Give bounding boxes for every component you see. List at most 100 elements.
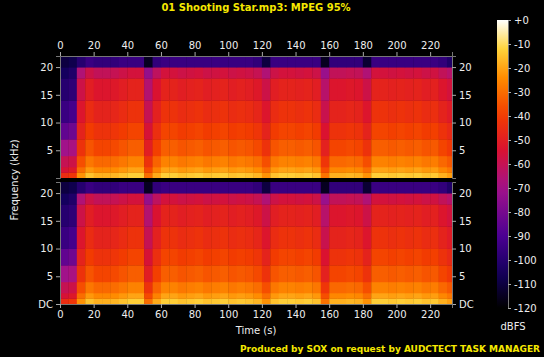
- heat-cell: [422, 139, 431, 156]
- heat-cell: [153, 56, 162, 67]
- y-axis-left: 5101520: [40, 57, 60, 179]
- y-axis-right-tick: 10: [452, 243, 472, 254]
- heat-cell: [447, 123, 452, 140]
- heat-cell: [270, 67, 279, 78]
- heat-cell: [102, 193, 111, 204]
- heat-cell: [161, 204, 170, 227]
- heat-cell: [220, 182, 229, 193]
- heat-cell: [77, 293, 86, 299]
- heat-cell: [296, 182, 305, 193]
- heat-cell: [363, 282, 372, 293]
- heat-cell: [287, 265, 296, 282]
- heat-cell: [388, 100, 397, 123]
- heat-cell: [296, 156, 305, 167]
- heat-cell: [245, 78, 254, 101]
- x-axis-bottom-tick: 180: [354, 304, 373, 320]
- heat-cell: [329, 100, 338, 123]
- y-axis-right-tick-label: 20: [459, 62, 472, 73]
- heat-cell: [220, 139, 229, 156]
- heat-cell: [439, 282, 448, 293]
- heat-cell: [413, 123, 422, 140]
- heat-cell: [338, 78, 347, 101]
- y-axis-left-tick-mark: [56, 304, 60, 305]
- heat-cell: [430, 56, 439, 67]
- heat-cell: [94, 172, 103, 178]
- heat-cell: [68, 226, 77, 249]
- heat-cell: [312, 282, 321, 293]
- heat-cell: [338, 204, 347, 227]
- x-axis-top-tick: 180: [354, 40, 373, 56]
- heat-cell: [77, 139, 86, 156]
- heat-cell: [413, 298, 422, 304]
- heat-cell: [186, 56, 195, 67]
- heat-cell: [60, 78, 69, 101]
- heat-cell: [321, 139, 330, 156]
- heat-cell: [94, 193, 103, 204]
- heat-cell: [228, 172, 237, 178]
- heat-cell: [195, 265, 204, 282]
- footer-annotation: Produced by SOX on request by AUDCTECT T…: [240, 344, 540, 354]
- heat-cell: [371, 172, 380, 178]
- heat-cell: [161, 139, 170, 156]
- y-axis-left-tick-mark: [56, 276, 60, 277]
- heat-cell: [228, 204, 237, 227]
- heat-cell: [338, 293, 347, 299]
- heat-cell: [354, 78, 363, 101]
- y-axis-left-tick: DC: [38, 299, 60, 310]
- heat-cell: [430, 172, 439, 178]
- y-axis-left-tick: 20: [40, 62, 60, 73]
- heat-cell: [304, 100, 313, 123]
- y-axis-right-tick: 5: [452, 145, 465, 156]
- heat-cell: [304, 78, 313, 101]
- colorbar-axis-tick: +0: [508, 15, 529, 26]
- heat-cell: [186, 282, 195, 293]
- heat-cell: [380, 167, 389, 173]
- heat-cell: [77, 249, 86, 266]
- colorbar-axis-tick-label: -40: [514, 111, 530, 122]
- heat-cell: [195, 182, 204, 193]
- heat-cell: [439, 249, 448, 266]
- colorbar-label: dBFS: [500, 321, 525, 332]
- heat-cell: [136, 282, 145, 293]
- y-axis-right-tick: 20: [452, 62, 472, 73]
- heat-cell: [203, 167, 212, 173]
- x-axis-bottom-tick-mark: [161, 304, 162, 308]
- heat-cell: [270, 172, 279, 178]
- heat-cell: [279, 249, 288, 266]
- heat-cell: [237, 249, 246, 266]
- heat-cell: [220, 226, 229, 249]
- heat-cell: [195, 204, 204, 227]
- heat-cell: [338, 172, 347, 178]
- heat-cell: [354, 123, 363, 140]
- heat-cell: [346, 204, 355, 227]
- heat-cell: [211, 139, 220, 156]
- heat-cell: [354, 193, 363, 204]
- heat-cell: [211, 249, 220, 266]
- heat-cell: [262, 156, 271, 167]
- x-axis-bottom-tick: 100: [219, 304, 238, 320]
- heat-cell: [262, 167, 271, 173]
- heat-cell: [220, 204, 229, 227]
- heat-cell: [279, 204, 288, 227]
- heat-cell: [287, 123, 296, 140]
- heat-cell: [354, 172, 363, 178]
- y-axis-left-tick-label: 10: [40, 243, 53, 254]
- y-axis-left-tick-mark: [56, 221, 60, 222]
- heat-cell: [287, 293, 296, 299]
- heat-cell: [144, 167, 153, 173]
- heat-cell: [346, 265, 355, 282]
- heat-cell: [413, 56, 422, 67]
- heat-cell: [68, 139, 77, 156]
- heat-cell: [388, 293, 397, 299]
- heat-cell: [422, 298, 431, 304]
- x-axis-bottom: 020406080100120140160180200220: [57, 304, 452, 320]
- heat-cell: [304, 298, 313, 304]
- heat-cell: [321, 172, 330, 178]
- colorbar-axis-tick: -100: [508, 255, 537, 266]
- heat-cell: [228, 226, 237, 249]
- heat-cell: [220, 298, 229, 304]
- x-axis-bottom-tick-label: 80: [189, 309, 202, 320]
- heat-cell: [211, 293, 220, 299]
- heat-cell: [270, 293, 279, 299]
- heat-cell: [178, 204, 187, 227]
